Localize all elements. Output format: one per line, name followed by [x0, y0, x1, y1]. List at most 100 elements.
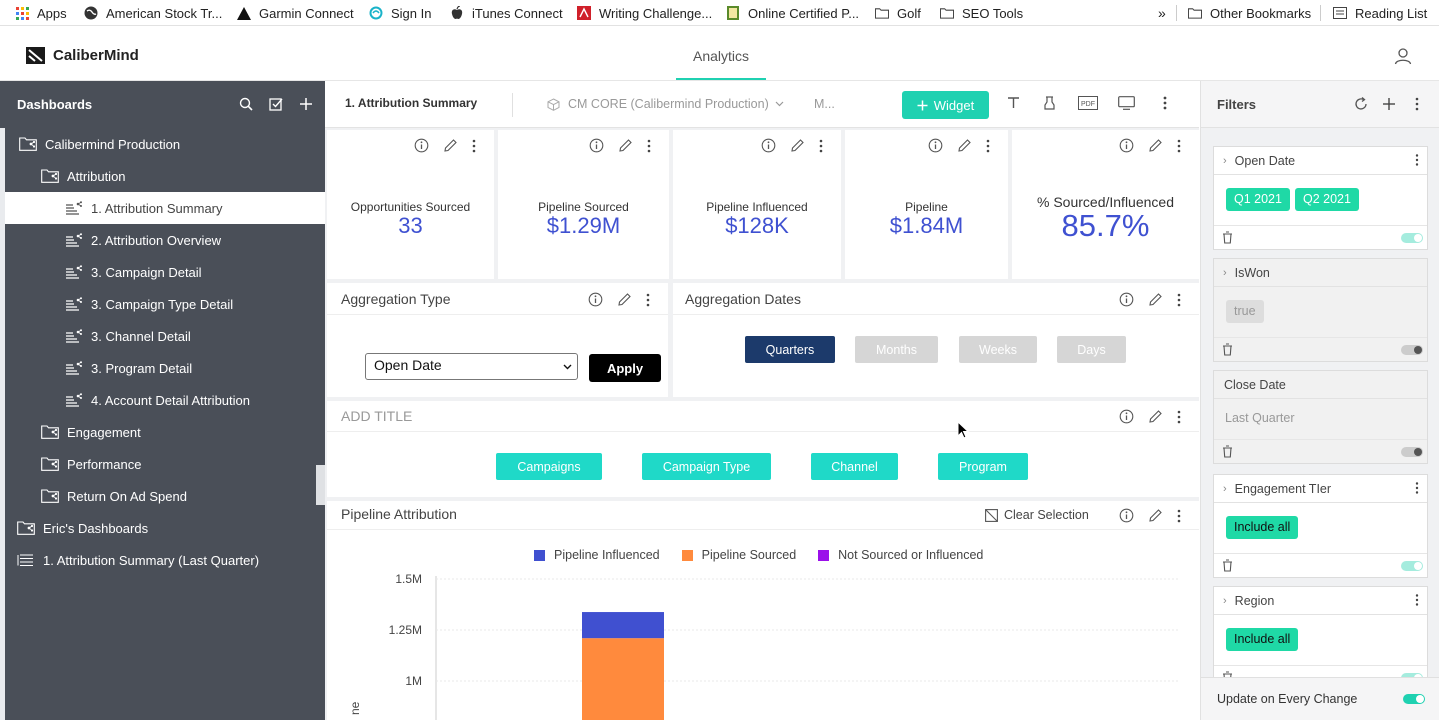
sidebar-resize-handle[interactable] — [316, 465, 325, 505]
bookmark-apps[interactable]: Apps — [15, 0, 67, 26]
edit-pencil-icon[interactable] — [790, 138, 805, 153]
more-vertical-icon[interactable] — [1163, 96, 1167, 110]
edit-pencil-icon[interactable] — [957, 138, 972, 153]
tree-item-engagement[interactable]: Engagement — [41, 416, 141, 448]
checklist-icon[interactable] — [269, 97, 283, 111]
nav-tab-analytics[interactable]: Analytics — [676, 27, 766, 80]
refresh-icon[interactable] — [1354, 97, 1368, 111]
legend-label[interactable]: Not Sourced or Influenced — [838, 548, 984, 562]
filter-enabled-toggle[interactable] — [1401, 673, 1423, 677]
more-vertical-icon[interactable] — [1415, 482, 1419, 494]
days-button[interactable]: Days — [1057, 336, 1126, 363]
filter-chip[interactable]: Q1 2021 — [1226, 188, 1290, 211]
filter-header[interactable]: › Open Date — [1214, 147, 1427, 175]
more-vertical-icon[interactable] — [647, 139, 651, 153]
edit-pencil-icon[interactable] — [1148, 508, 1163, 523]
filter-chip[interactable]: Include all — [1226, 516, 1299, 539]
add-widget-button[interactable]: Widget — [902, 91, 989, 119]
campaign-type-button[interactable]: Campaign Type — [642, 453, 771, 480]
info-icon[interactable] — [588, 292, 603, 307]
pdf-icon[interactable]: PDF — [1078, 96, 1098, 110]
trash-icon[interactable] — [1222, 343, 1233, 356]
quarters-button[interactable]: Quarters — [745, 336, 835, 363]
bookmark-sign-in[interactable]: Sign In — [369, 0, 431, 26]
tree-item-account-detail-attribution[interactable]: 4. Account Detail Attribution — [65, 384, 250, 416]
filter-header[interactable]: Close Date — [1214, 371, 1427, 399]
more-vertical-icon[interactable] — [1177, 139, 1181, 153]
info-icon[interactable] — [1119, 292, 1134, 307]
filter-enabled-toggle[interactable] — [1401, 447, 1423, 457]
info-icon[interactable] — [761, 138, 776, 153]
calibermind-logo[interactable]: CaliberMind — [26, 47, 139, 64]
tree-item-performance[interactable]: Performance — [41, 448, 141, 480]
info-icon[interactable] — [414, 138, 429, 153]
campaigns-button[interactable]: Campaigns — [496, 453, 602, 480]
add-icon[interactable] — [299, 97, 313, 111]
text-icon[interactable] — [1007, 96, 1020, 109]
reading-list-button[interactable]: Reading List — [1333, 0, 1427, 26]
filter-enabled-toggle[interactable] — [1401, 345, 1423, 355]
bookmark-other-bookmarks[interactable]: Other Bookmarks — [1188, 0, 1311, 26]
trash-icon[interactable] — [1222, 671, 1233, 677]
filter-header[interactable]: › IsWon — [1214, 259, 1427, 287]
info-icon[interactable] — [928, 138, 943, 153]
channel-button[interactable]: Channel — [811, 453, 898, 480]
add-filter-icon[interactable] — [1382, 97, 1396, 111]
info-icon[interactable] — [1119, 138, 1134, 153]
legend-label[interactable]: Pipeline Sourced — [701, 548, 797, 562]
info-icon[interactable] — [589, 138, 604, 153]
tree-item-attribution-summary-last-quarter[interactable]: 1. Attribution Summary (Last Quarter) — [17, 544, 259, 576]
tree-item-attribution-overview[interactable]: 2. Attribution Overview — [65, 224, 221, 256]
tree-item-erics-dashboards[interactable]: Eric's Dashboards — [17, 512, 148, 544]
bookmarks-overflow-button[interactable]: » — [1158, 5, 1166, 21]
bookmark-american-stock[interactable]: American Stock Tr... — [84, 0, 222, 26]
bookmark-writing-challenge[interactable]: Writing Challenge... — [577, 0, 712, 26]
more-vertical-icon[interactable] — [646, 293, 650, 307]
tree-item-campaign-detail[interactable]: 3. Campaign Detail — [65, 256, 202, 288]
edit-pencil-icon[interactable] — [617, 292, 632, 307]
filter-header[interactable]: › Engagement TIer — [1214, 475, 1427, 503]
user-profile-icon[interactable] — [1394, 47, 1412, 65]
bookmark-garmin[interactable]: Garmin Connect — [237, 0, 354, 26]
monitor-icon[interactable] — [1118, 96, 1135, 110]
tree-item-attribution-summary[interactable]: 1. Attribution Summary — [5, 192, 325, 224]
tree-item-program-detail[interactable]: 3. Program Detail — [65, 352, 192, 384]
more-vertical-icon[interactable] — [1415, 97, 1419, 111]
widget-title[interactable]: ADD TITLE — [341, 408, 413, 424]
trash-icon[interactable] — [1222, 231, 1233, 244]
apply-button[interactable]: Apply — [589, 354, 661, 382]
trash-icon[interactable] — [1222, 445, 1233, 458]
aggregation-type-select[interactable]: Open Date — [365, 353, 578, 380]
filter-funnel-icon[interactable] — [1043, 96, 1056, 110]
filter-enabled-toggle[interactable] — [1401, 233, 1423, 243]
legend-label[interactable]: Pipeline Influenced — [554, 548, 660, 562]
edit-pencil-icon[interactable] — [443, 138, 458, 153]
filter-header[interactable]: › Region — [1214, 587, 1427, 615]
tree-item-calibermind-production[interactable]: Calibermind Production — [19, 128, 180, 160]
more-vertical-icon[interactable] — [986, 139, 990, 153]
months-button[interactable]: Months — [855, 336, 938, 363]
toolbar-overflow-label[interactable]: M... — [814, 97, 835, 111]
info-icon[interactable] — [1119, 508, 1134, 523]
bar-segment-pipeline-sourced[interactable] — [582, 638, 664, 720]
more-vertical-icon[interactable] — [1177, 410, 1181, 424]
clear-selection-button[interactable]: Clear Selection — [985, 508, 1089, 522]
filter-chip[interactable]: Include all — [1226, 628, 1299, 651]
bookmark-online-certified[interactable]: Online Certified P... — [726, 0, 859, 26]
tree-item-attribution[interactable]: Attribution — [41, 160, 126, 192]
bookmark-itunes[interactable]: iTunes Connect — [450, 0, 563, 26]
filter-chip[interactable]: true — [1226, 300, 1264, 323]
program-button[interactable]: Program — [938, 453, 1028, 480]
info-icon[interactable] — [1119, 409, 1134, 424]
update-on-change-toggle[interactable] — [1403, 694, 1425, 704]
edit-pencil-icon[interactable] — [618, 138, 633, 153]
tree-item-campaign-type-detail[interactable]: 3. Campaign Type Detail — [65, 288, 233, 320]
more-vertical-icon[interactable] — [819, 139, 823, 153]
more-vertical-icon[interactable] — [1177, 293, 1181, 307]
more-vertical-icon[interactable] — [472, 139, 476, 153]
bar-segment-pipeline-influenced[interactable] — [582, 612, 664, 639]
bookmark-golf[interactable]: Golf — [875, 0, 921, 26]
trash-icon[interactable] — [1222, 559, 1233, 572]
filter-enabled-toggle[interactable] — [1401, 561, 1423, 571]
filter-chip[interactable]: Q2 2021 — [1294, 188, 1359, 211]
